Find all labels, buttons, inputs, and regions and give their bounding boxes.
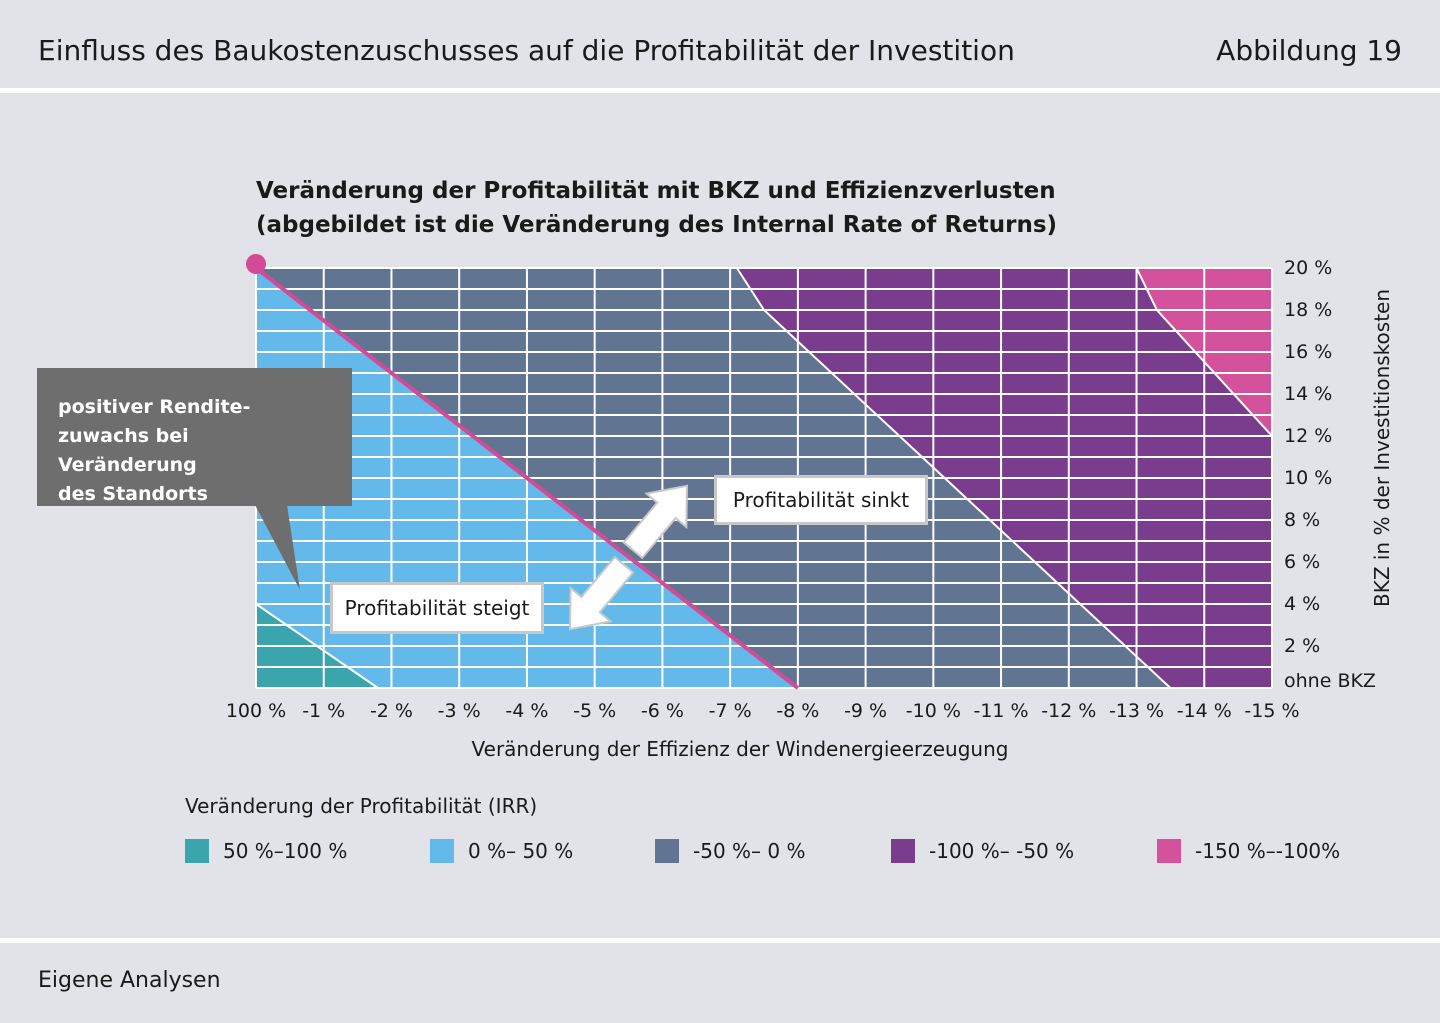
y-tick-label: 4 % — [1284, 593, 1320, 615]
region-boundary — [255, 603, 379, 689]
chart-title: Veränderung der Profitabilität mit BKZ u… — [256, 174, 1057, 242]
legend-item-m100-m50: -100 %– -50 % — [891, 838, 1074, 864]
y-tick-label: 8 % — [1284, 509, 1320, 531]
x-tick-label: -13 % — [1109, 700, 1164, 722]
page-title: Einfluss des Baukostenzuschusses auf die… — [38, 34, 1015, 67]
x-tick-label: -15 % — [1244, 700, 1299, 722]
y-tick-label: 20 % — [1284, 257, 1332, 279]
legend-swatch — [185, 839, 209, 863]
legend-label: -100 %– -50 % — [929, 839, 1075, 863]
legend-item-m150-m100: -150 %–-100% — [1157, 838, 1340, 864]
x-tick-label: -8 % — [776, 700, 819, 722]
region-boundary — [1135, 267, 1273, 437]
chart-title-line-2: (abgebildet ist die Veränderung des Inte… — [256, 212, 1058, 238]
callout-line-1: positiver Rendite- — [58, 396, 251, 418]
legend-label: -150 %–-100% — [1195, 839, 1341, 863]
label-profitability-falls-text: Profitabilität sinkt — [732, 488, 910, 512]
tick-layer: 100 % -1 % -2 % -3 % -4 % -5 % -6 % -7 % -8 % -9 … — [226, 257, 1394, 761]
x-tick-label: -5 % — [573, 700, 616, 722]
x-tick-label: -1 % — [302, 700, 345, 722]
x-axis-title: Veränderung der Effizienz der Windenergi… — [472, 737, 1009, 761]
legend-item-0-50: 0 %– 50 % — [430, 838, 573, 864]
x-tick-label: -7 % — [709, 700, 752, 722]
y-tick-label: 10 % — [1284, 467, 1332, 489]
y-tick-label: ohne BKZ — [1284, 670, 1376, 692]
callout-line-3: des Standorts — [58, 483, 208, 505]
x-tick-label: -9 % — [844, 700, 887, 722]
x-tick-label: -2 % — [370, 700, 413, 722]
y-tick-label: 6 % — [1284, 551, 1320, 573]
callout-tail — [255, 505, 300, 590]
legend-item-50-100: 50 %–100 % — [185, 838, 347, 864]
annotation-layer — [255, 484, 689, 631]
legend-label: 50 %–100 % — [223, 839, 348, 863]
reference-line-start-dot — [246, 254, 266, 274]
x-tick-label: -12 % — [1041, 700, 1096, 722]
x-tick-label: -11 % — [973, 700, 1028, 722]
y-tick-label: 2 % — [1284, 635, 1320, 657]
y-tick-label: 16 % — [1284, 341, 1332, 363]
legend-title: Veränderung der Profitabilität (IRR) — [185, 794, 538, 818]
x-tick-label: -6 % — [641, 700, 684, 722]
arrow-down-left-icon — [568, 555, 635, 631]
callout-box: positiver Rendite- zuwachs bei Veränderu… — [37, 368, 352, 506]
figure-label: Abbildung 19 — [1216, 34, 1402, 67]
legend-swatch — [1157, 839, 1181, 863]
x-tick-label: -4 % — [505, 700, 548, 722]
y-tick-label: 18 % — [1284, 299, 1332, 321]
reference-line — [254, 266, 800, 690]
legend-item-m50-0: -50 %– 0 % — [655, 838, 805, 864]
legend-label: -50 %– 0 % — [693, 839, 806, 863]
chart-title-line-1: Veränderung der Profitabilität mit BKZ u… — [256, 178, 1056, 204]
legend-swatch — [430, 839, 454, 863]
arrow-shape — [622, 484, 689, 560]
footer-divider — [0, 938, 1440, 943]
x-tick-label: -3 % — [438, 700, 481, 722]
boundary-layer — [246, 254, 1273, 690]
label-profitability-falls: Profitabilität sinkt — [714, 475, 928, 525]
y-tick-label: 14 % — [1284, 383, 1332, 405]
x-tick-label: -14 % — [1177, 700, 1232, 722]
arrow-up-right-icon — [622, 484, 689, 560]
y-axis-title: BKZ in % der Investitionskosten — [1370, 289, 1394, 607]
header-divider — [0, 88, 1440, 93]
header: Einfluss des Baukostenzuschusses auf die… — [0, 0, 1440, 90]
label-profitability-rises-text: Profitabilität steigt — [344, 596, 530, 620]
callout-line-2: zuwachs bei Veränderung — [58, 425, 197, 476]
source-note: Eigene Analysen — [38, 968, 221, 993]
region-boundary — [736, 267, 1172, 689]
x-tick-label: -10 % — [906, 700, 961, 722]
x-tick-label: 100 % — [226, 700, 286, 722]
arrow-shape — [568, 555, 635, 631]
legend-label: 0 %– 50 % — [468, 839, 574, 863]
legend-swatch — [655, 839, 679, 863]
label-profitability-rises: Profitabilität steigt — [330, 582, 544, 634]
legend-swatch — [891, 839, 915, 863]
y-tick-label: 12 % — [1284, 425, 1332, 447]
